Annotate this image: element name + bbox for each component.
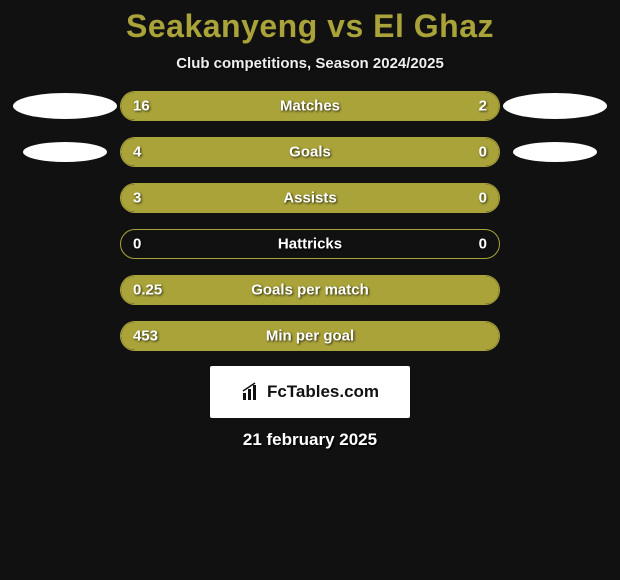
right-value: 2 [479, 98, 487, 115]
stat-rows: 16 Matches 2 4 Goals 0 [0, 90, 620, 352]
stat-label: Min per goal [266, 328, 354, 345]
page-title: Seakanyeng vs El Ghaz [0, 8, 620, 45]
stat-bar: 0.25 Goals per match [120, 275, 500, 305]
left-club [10, 142, 120, 162]
right-club [500, 142, 610, 162]
stat-row: 453 Min per goal [10, 320, 610, 352]
left-value: 453 [133, 328, 158, 345]
subtitle: Club competitions, Season 2024/2025 [0, 55, 620, 72]
left-value: 0 [133, 236, 141, 253]
source-badge[interactable]: FcTables.com [210, 366, 410, 418]
stat-bar: 16 Matches 2 [120, 91, 500, 121]
chart-icon [241, 382, 261, 402]
stat-row: 4 Goals 0 [10, 136, 610, 168]
left-value: 0.25 [133, 282, 162, 299]
right-value: 0 [479, 236, 487, 253]
stat-row: 0.25 Goals per match [10, 274, 610, 306]
club-logo-right [513, 142, 597, 162]
left-value: 3 [133, 190, 141, 207]
left-value: 16 [133, 98, 150, 115]
right-club [500, 93, 610, 119]
stat-bar: 4 Goals 0 [120, 137, 500, 167]
snapshot-date: 21 february 2025 [0, 430, 620, 450]
club-logo-right [503, 93, 607, 119]
right-value: 0 [479, 144, 487, 161]
right-value: 0 [479, 190, 487, 207]
stat-bar: 3 Assists 0 [120, 183, 500, 213]
bar-left-fill [121, 92, 416, 120]
stat-row: 16 Matches 2 [10, 90, 610, 122]
badge-text: FcTables.com [267, 382, 379, 402]
club-logo-left [23, 142, 107, 162]
club-logo-left [13, 93, 117, 119]
stat-label: Goals per match [251, 282, 369, 299]
stat-row: 0 Hattricks 0 [10, 228, 610, 260]
stat-bar: 0 Hattricks 0 [120, 229, 500, 259]
stat-bar: 453 Min per goal [120, 321, 500, 351]
stat-label: Hattricks [278, 236, 342, 253]
left-club [10, 93, 120, 119]
stat-label: Assists [283, 190, 336, 207]
comparison-card: Seakanyeng vs El Ghaz Club competitions,… [0, 0, 620, 580]
stat-label: Goals [289, 144, 331, 161]
stat-row: 3 Assists 0 [10, 182, 610, 214]
stat-label: Matches [280, 98, 340, 115]
left-value: 4 [133, 144, 141, 161]
